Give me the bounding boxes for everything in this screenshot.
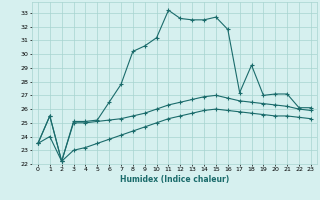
X-axis label: Humidex (Indice chaleur): Humidex (Indice chaleur) [120, 175, 229, 184]
